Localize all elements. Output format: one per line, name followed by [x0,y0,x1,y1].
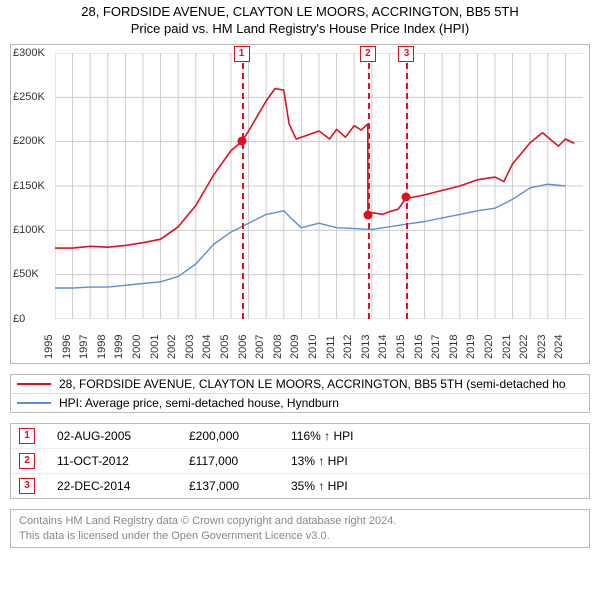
sale-point-dot [237,137,246,146]
x-axis-label: 1996 [61,334,73,358]
sale-index-badge: 2 [19,453,35,469]
x-axis-label: 2013 [360,334,372,358]
sale-marker-line [406,53,408,319]
sale-price: £200,000 [189,429,269,443]
x-axis-label: 1999 [113,334,125,358]
chart-title: 28, FORDSIDE AVENUE, CLAYTON LE MOORS, A… [10,4,590,38]
title-line-2: Price paid vs. HM Land Registry's House … [10,21,590,38]
footer-line-1: Contains HM Land Registry data © Crown c… [19,514,581,529]
sales-table: 1 02-AUG-2005 £200,000 116% ↑ HPI 2 11-OCT-20… [10,423,590,499]
plot-area [55,53,583,319]
title-line-1: 28, FORDSIDE AVENUE, CLAYTON LE MOORS, A… [10,4,590,21]
sale-price: £117,000 [189,454,269,468]
sale-marker-badge: 3 [398,46,414,62]
table-row: 3 22-DEC-2014 £137,000 35% ↑ HPI [11,473,589,498]
x-axis-label: 2023 [536,334,548,358]
footer-line-2: This data is licensed under the Open Gov… [19,529,581,544]
x-axis-label: 2019 [465,334,477,358]
y-axis-label: £300K [13,47,45,59]
sale-date: 02-AUG-2005 [57,429,167,443]
sale-point-dot [402,193,411,202]
x-axis-label: 2002 [166,334,178,358]
x-axis-label: 2010 [307,334,319,358]
legend-swatch [17,383,51,385]
y-axis-label: £100K [13,224,45,236]
x-axis-label: 2014 [377,334,389,358]
x-axis-label: 1998 [96,334,108,358]
x-axis-label: 2000 [131,334,143,358]
x-axis-label: 2015 [395,334,407,358]
x-axis-label: 2011 [325,335,337,359]
sale-point-dot [363,211,372,220]
x-axis-label: 2005 [219,334,231,358]
sale-marker-badge: 2 [360,46,376,62]
legend-label: HPI: Average price, semi-detached house,… [59,396,339,410]
sale-index-badge: 1 [19,428,35,444]
sale-delta-vs-hpi: 35% ↑ HPI [291,479,581,493]
x-axis-label: 2003 [184,334,196,358]
price-chart: £0 £50K £100K £150K £200K £250K £300K 1995 1996 1… [10,44,590,364]
x-axis-label: 2024 [553,334,565,358]
sale-marker-line [242,53,244,319]
y-axis-label: £50K [13,268,39,280]
x-axis-label: 2017 [430,334,442,358]
x-axis-label: 2018 [448,334,460,358]
y-axis-label: £200K [13,135,45,147]
x-axis-label: 2021 [501,334,513,358]
x-axis-label: 1997 [78,334,90,358]
x-axis-label: 2006 [237,334,249,358]
x-axis-label: 2008 [272,334,284,358]
sale-date: 11-OCT-2012 [57,454,167,468]
x-axis-label: 2007 [254,334,266,358]
legend-swatch [17,402,51,404]
table-row: 1 02-AUG-2005 £200,000 116% ↑ HPI [11,424,589,448]
y-axis-label: £250K [13,91,45,103]
y-axis-label: £0 [13,313,25,325]
sale-index-badge: 3 [19,478,35,494]
sale-marker-badge: 1 [234,46,250,62]
x-axis-label: 2016 [413,334,425,358]
y-axis-label: £150K [13,180,45,192]
x-axis-label: 2012 [342,334,354,358]
legend-row: 28, FORDSIDE AVENUE, CLAYTON LE MOORS, A… [11,375,589,393]
x-axis-label: 2004 [201,334,213,358]
legend-label: 28, FORDSIDE AVENUE, CLAYTON LE MOORS, A… [59,377,566,391]
x-axis-label: 2020 [483,334,495,358]
sale-delta-vs-hpi: 13% ↑ HPI [291,454,581,468]
x-axis-label: 2009 [289,334,301,358]
x-axis-label: 2001 [149,334,161,358]
sale-delta-vs-hpi: 116% ↑ HPI [291,429,581,443]
legend: 28, FORDSIDE AVENUE, CLAYTON LE MOORS, A… [10,374,590,413]
sale-date: 22-DEC-2014 [57,479,167,493]
table-row: 2 11-OCT-2012 £117,000 13% ↑ HPI [11,448,589,473]
x-axis-label: 2022 [518,334,530,358]
sale-price: £137,000 [189,479,269,493]
footer-attribution: Contains HM Land Registry data © Crown c… [10,509,590,549]
legend-row: HPI: Average price, semi-detached house,… [11,393,589,412]
sale-marker-line [368,53,370,319]
x-axis-label: 1995 [43,334,55,358]
